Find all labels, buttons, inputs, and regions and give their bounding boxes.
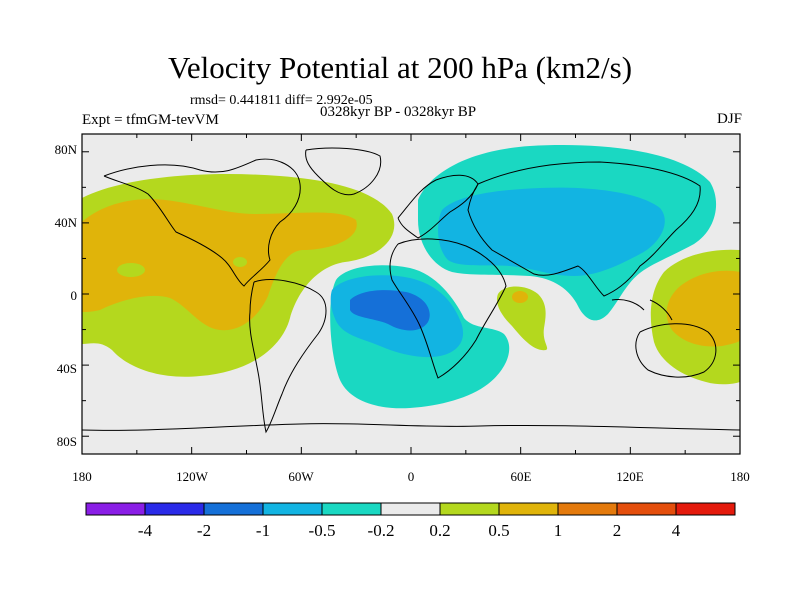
page-title: Velocity Potential at 200 hPa (km2/s) — [167, 50, 633, 85]
axis-ticks — [81, 134, 741, 454]
colorbar-label-7: 1 — [554, 521, 563, 540]
colorbar-label-1: -2 — [197, 521, 211, 540]
lon-label-60w: 60W — [288, 469, 314, 484]
coast-south-america — [249, 279, 327, 434]
coast-asia — [467, 161, 701, 297]
coast-maritime — [611, 299, 673, 321]
colorbar-box-3 — [262, 502, 323, 516]
lon-label-120w: 120W — [176, 469, 209, 484]
colorbar-box-2 — [203, 502, 264, 516]
contour-light-patch-pacific — [117, 263, 145, 277]
contour-orange-indian — [512, 291, 528, 303]
lat-label-80n: 80N — [55, 142, 78, 157]
lon-label-60e: 60E — [511, 469, 532, 484]
season-label: DJF — [716, 111, 742, 127]
colorbar-label-9: 4 — [672, 521, 681, 540]
contour-fills — [82, 145, 740, 409]
colorbar-label-5: 0.2 — [429, 521, 450, 540]
coast-africa — [389, 238, 507, 379]
lon-label-180w: 180 — [72, 469, 92, 484]
lat-labels: 80N 40N 0 40S 80S — [55, 142, 78, 449]
colorbar-label-8: 2 — [613, 521, 622, 540]
colorbar-box-7 — [498, 502, 559, 516]
colorbar-box-4 — [321, 502, 382, 516]
colorbar-box-0 — [85, 502, 146, 516]
colorbar-box-9 — [616, 502, 677, 516]
colorbar-label-2: -1 — [256, 521, 270, 540]
coastlines — [82, 147, 740, 434]
colorbar-box-5 — [380, 502, 441, 516]
colorbar-box-8 — [557, 502, 618, 516]
colorbar-box-10 — [675, 502, 736, 516]
contour-blue-core — [350, 290, 430, 331]
lat-label-40s: 40S — [57, 361, 77, 376]
coast-antarctica — [82, 423, 740, 431]
period-label: 0328kyr BP - 0328kyr BP — [320, 104, 477, 120]
colorbar-label-3: -0.5 — [309, 521, 336, 540]
coast-europe — [397, 174, 479, 239]
lon-labels: 180 120W 60W 0 60E 120E 180 — [72, 469, 750, 484]
experiment-label: Expt = tfmGM-tevVM — [82, 112, 219, 128]
colorbar-box-1 — [144, 502, 205, 516]
colorbar-label-0: -4 — [138, 521, 153, 540]
stats-text: rmsd= 0.441811 diff= 2.992e-05 — [190, 93, 373, 108]
contour-yellowgreen-indian — [496, 286, 548, 351]
lon-label-180e: 180 — [730, 469, 750, 484]
contour-orange-pacific — [82, 199, 357, 331]
contour-lightblue-eurasia — [438, 187, 665, 276]
lat-label-80s: 80S — [57, 434, 77, 449]
contour-light-patch-pacific-2 — [233, 257, 247, 267]
colorbar-box-6 — [439, 502, 500, 516]
colorbar-label-6: 0.5 — [488, 521, 509, 540]
contour-orange-westpacific — [666, 270, 740, 347]
coast-north-america — [103, 158, 301, 287]
lat-label-40n: 40N — [55, 215, 78, 230]
colorbar-label-4: -0.2 — [368, 521, 395, 540]
lat-label-0: 0 — [71, 288, 78, 303]
lon-label-120e: 120E — [616, 469, 644, 484]
contour-light-indian — [479, 291, 491, 301]
coast-australia — [635, 323, 717, 378]
coast-greenland — [305, 147, 382, 196]
colorbar: -4 -2 -1 -0.5 -0.2 0.2 0.5 1 2 4 — [85, 502, 736, 540]
lon-label-0: 0 — [408, 469, 415, 484]
